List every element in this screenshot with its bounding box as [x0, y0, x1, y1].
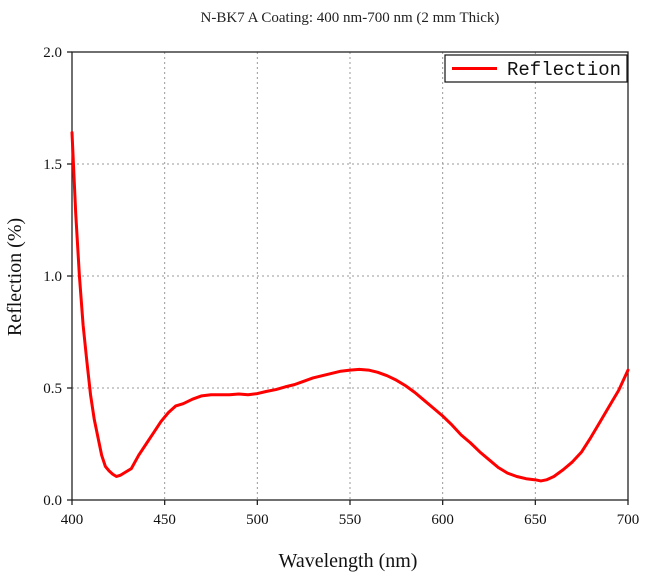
y-tick-label: 2.0 [43, 45, 62, 61]
x-tick-label: 700 [617, 512, 640, 528]
x-tick-label: 400 [61, 512, 84, 528]
y-tick-label: 1.0 [43, 269, 62, 285]
y-tick-label: 0.5 [43, 381, 62, 397]
x-tick-label: 500 [246, 512, 269, 528]
y-tick-labels: 0.0 0.5 1.0 1.5 2.0 [43, 45, 62, 509]
x-axis-label: Wavelength (nm) [279, 550, 418, 572]
reflection-series-line [70, 131, 630, 483]
x-tick-label: 550 [339, 512, 362, 528]
y-axis-label: Reflection (%) [4, 218, 26, 336]
y-tick-label: 0.0 [43, 493, 62, 509]
y-tick-label: 1.5 [43, 157, 62, 173]
x-tick-labels: 400 450 500 550 600 650 700 [61, 512, 640, 528]
tick-marks [67, 51, 629, 505]
x-tick-label: 450 [153, 512, 176, 528]
grid [72, 52, 628, 500]
x-tick-label: 650 [524, 512, 547, 528]
legend: Reflection [444, 54, 628, 83]
x-tick-label: 600 [431, 512, 454, 528]
legend-label-reflection: Reflection [507, 59, 621, 81]
chart-title: N-BK7 A Coating: 400 nm-700 nm (2 mm Thi… [201, 10, 500, 26]
